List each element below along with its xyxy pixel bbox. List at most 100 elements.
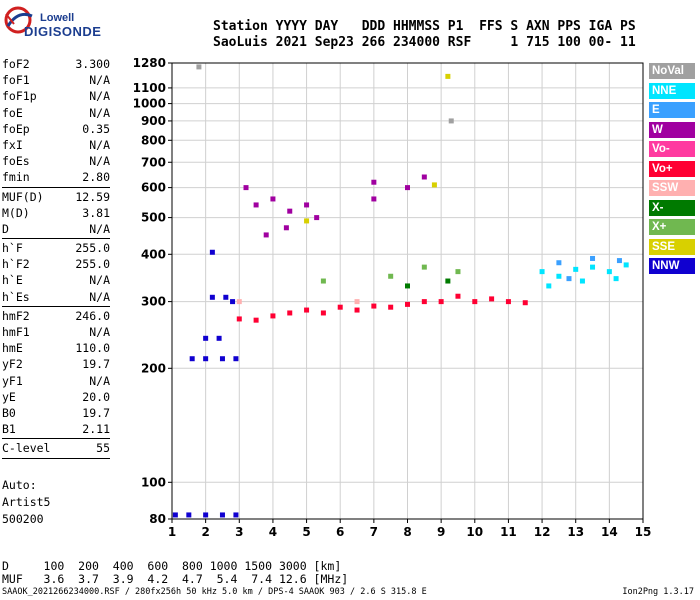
header-line2: SaoLuis 2021 Sep23 266 234000 RSF 1 715 … <box>213 35 636 50</box>
data-point-ssw <box>236 299 242 305</box>
y-tick-label: 80 <box>149 512 166 526</box>
param-row: h`F2 255.0 <box>2 256 110 272</box>
legend-item-nnw: NNW <box>649 258 695 274</box>
param-key: h`E <box>2 273 23 288</box>
param-row: foE N/A <box>2 105 110 121</box>
data-point-nnw <box>223 294 229 300</box>
x-tick-label: 13 <box>567 525 584 539</box>
data-point-e <box>616 258 622 264</box>
data-point-x <box>320 278 326 284</box>
param-row: C-level 55 <box>2 440 110 456</box>
y-tick-label: 500 <box>141 211 166 225</box>
y-tick-label: 400 <box>141 247 166 261</box>
data-point-vo <box>505 299 511 305</box>
legend-item-nne: NNE <box>649 82 695 99</box>
param-value: N/A <box>89 325 110 339</box>
param-value: N/A <box>89 221 110 236</box>
data-point-nnw <box>209 249 215 255</box>
param-divider <box>2 305 110 307</box>
param-row: foF1p N/A <box>2 88 110 104</box>
data-point-vo <box>405 301 410 307</box>
plot-frame <box>171 62 644 520</box>
data-point-vo <box>337 304 343 310</box>
param-key: hmF1 <box>2 325 30 339</box>
data-point-noval <box>196 64 202 70</box>
param-row: foF2 3.300 <box>2 56 110 72</box>
y-tick-label: 1000 <box>133 97 166 111</box>
param-key: hmF2 <box>2 308 30 323</box>
data-point-nne <box>623 262 629 268</box>
param-value: 110.0 <box>75 341 110 356</box>
data-point-nne <box>606 269 612 275</box>
lowell-digisonde-logo: Lowell DIGISONDE <box>2 2 122 44</box>
param-row: h`F 255.0 <box>2 240 110 256</box>
auto-label: Auto: <box>2 478 37 492</box>
data-point-w <box>314 215 320 221</box>
legend-item-sse: SSE <box>649 238 695 255</box>
param-value: N/A <box>89 105 110 120</box>
legend-item-w: W <box>649 121 695 138</box>
x-tick-label: 15 <box>635 525 652 539</box>
footer-d-line: D 100 200 400 600 800 1000 1500 3000 [km… <box>2 559 342 573</box>
y-tick-label: 900 <box>141 114 166 128</box>
param-key: yE <box>2 389 16 404</box>
data-point-nnw <box>230 299 236 305</box>
data-point-w <box>287 208 293 214</box>
param-row: D N/A <box>2 221 110 237</box>
param-key: h`F <box>2 241 23 256</box>
y-tick-label: 700 <box>141 155 166 169</box>
data-point-w <box>283 225 289 231</box>
x-tick-label: 12 <box>534 525 551 539</box>
param-key: foF1p <box>2 89 37 104</box>
data-point-w <box>263 232 269 238</box>
y-tick-label: 800 <box>141 133 166 147</box>
param-value: 255.0 <box>75 241 110 256</box>
param-divider <box>2 238 110 240</box>
param-key: foEp <box>2 121 30 136</box>
param-divider <box>2 438 110 440</box>
legend-item-noval: NoVal <box>649 63 695 79</box>
param-value: 0.35 <box>82 121 110 136</box>
data-point-nne <box>579 278 585 284</box>
y-tick-label: 300 <box>141 295 166 309</box>
y-tick-label: 1280 <box>133 56 166 70</box>
param-row: foEp 0.35 <box>2 121 110 137</box>
data-point-noval <box>448 118 454 124</box>
param-value: N/A <box>89 137 110 152</box>
data-point-nnw <box>189 356 195 362</box>
param-row: M(D) 3.81 <box>2 205 110 221</box>
param-value: N/A <box>89 373 110 388</box>
data-point-w <box>371 179 377 185</box>
param-value: N/A <box>89 289 110 304</box>
x-tick-label: 6 <box>336 525 344 539</box>
param-key: h`Es <box>2 289 30 304</box>
legend-item-e: E <box>649 102 695 118</box>
param-value: N/A <box>89 154 110 169</box>
data-point-vo <box>438 299 444 305</box>
param-divider <box>2 457 110 459</box>
data-point-nne <box>613 276 619 282</box>
param-divider <box>2 186 110 188</box>
param-row: hmE 110.0 <box>2 340 110 356</box>
data-point-x <box>421 264 427 270</box>
param-value: 3.300 <box>75 57 110 71</box>
param-key: fmin <box>2 170 30 185</box>
param-row: h`Es N/A <box>2 289 110 305</box>
data-point-vo <box>455 293 461 299</box>
data-point-e <box>556 260 562 266</box>
param-value: 19.7 <box>82 357 110 372</box>
data-point-e <box>566 276 572 282</box>
data-point-x <box>405 283 410 289</box>
param-row: hmF2 246.0 <box>2 308 110 324</box>
logo-line2: DIGISONDE <box>24 24 102 39</box>
data-point-vo <box>354 307 360 313</box>
data-point-nnw <box>233 356 239 362</box>
data-point-w <box>421 174 427 180</box>
data-point-nnw <box>233 512 239 518</box>
param-key: B1 <box>2 422 16 437</box>
data-point-x <box>388 273 394 279</box>
param-value: 19.7 <box>82 405 110 420</box>
data-point-nne <box>573 266 579 272</box>
ionospheric-parameters-panel: foF2 3.300 foF1 N/A foF1p N/A foE N/A foEp 0.35 fx… <box>2 56 110 460</box>
param-value: 255.0 <box>75 257 110 272</box>
